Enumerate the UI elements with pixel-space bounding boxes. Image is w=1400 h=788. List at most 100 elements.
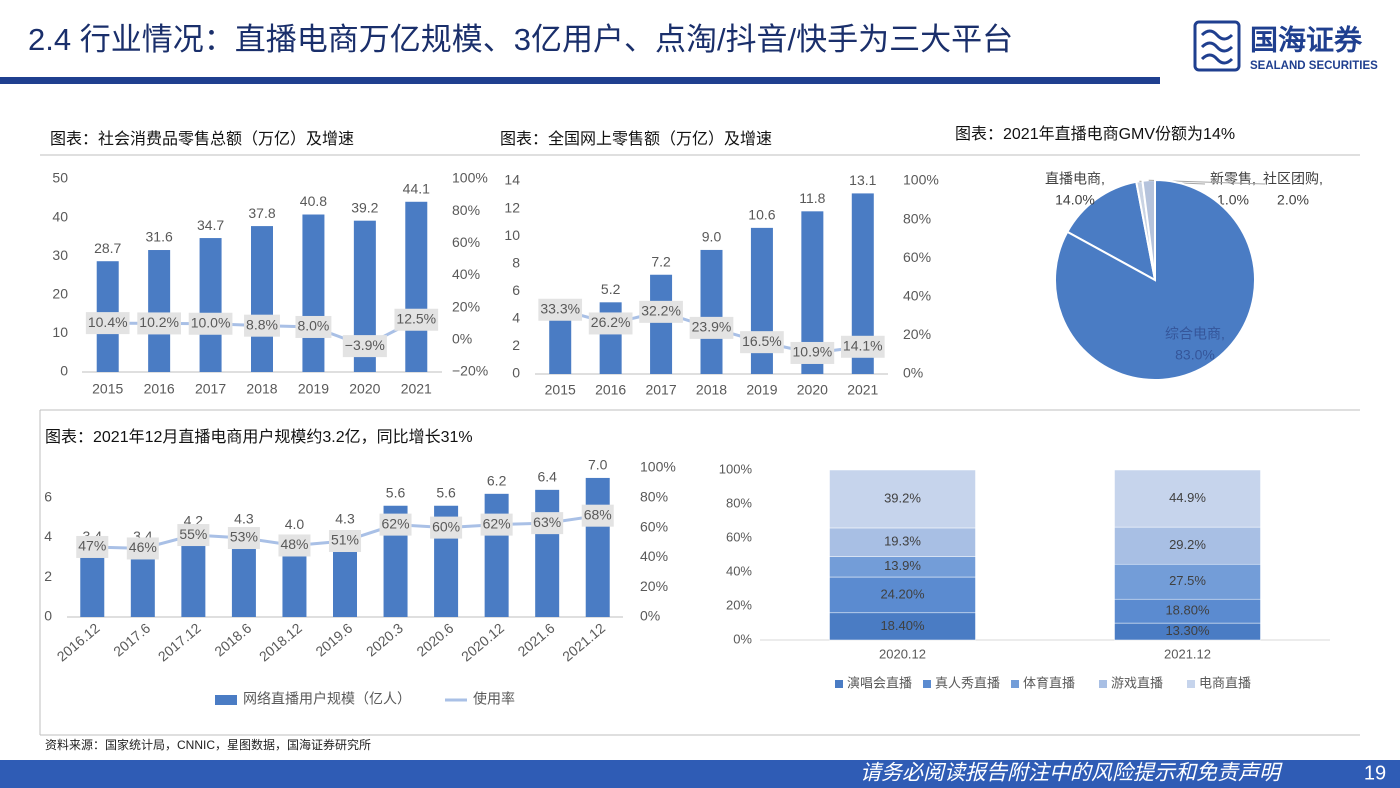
bar-value-label: 40.8 <box>300 193 327 209</box>
y-tick-label: 2 <box>44 568 52 584</box>
pie-value-label: 14.0% <box>1055 192 1095 208</box>
line-value-label: 32.2% <box>641 303 681 319</box>
slide-title: 2.4 行业情况：直播电商万亿规模、3亿用户、点淘/抖音/快手为三大平台 <box>28 22 1013 57</box>
bar <box>535 489 560 617</box>
legend-swatch <box>1011 680 1019 688</box>
x-tick-label: 2016 <box>144 381 175 397</box>
bar-segment <box>829 527 976 557</box>
x-tick-label: 2020.12 <box>879 646 926 661</box>
line-label-bg <box>126 537 159 560</box>
x-tick-label: 2021 <box>847 382 878 398</box>
y2-tick-label: 40% <box>640 548 668 564</box>
bar <box>650 274 673 374</box>
x-tick-label: 2018 <box>696 382 727 398</box>
line-label-bg <box>227 527 260 550</box>
y-tick-label: 0 <box>60 363 68 379</box>
line-label-bg <box>379 513 412 536</box>
bar-segment <box>829 469 976 529</box>
legend-swatch <box>1099 680 1107 688</box>
y2-tick-label: 0% <box>452 331 472 347</box>
line-value-label: 68% <box>584 506 612 522</box>
y2-tick-label: 0% <box>903 365 923 381</box>
y2-tick-label: 60% <box>903 249 931 265</box>
pie-slice <box>1054 178 1256 381</box>
y-tick-label: 10 <box>52 324 68 340</box>
line-label-bg <box>689 316 734 339</box>
bar-value-label: 5.6 <box>386 484 406 500</box>
line-label-bg <box>581 504 614 527</box>
legend-label: 真人秀直播 <box>935 675 1000 690</box>
bar <box>148 250 171 372</box>
y-tick-label: 8 <box>512 254 520 270</box>
line-value-label: 26.2% <box>591 314 631 330</box>
line-value-label: 33.3% <box>540 300 580 316</box>
line-value-label: 8.0% <box>297 318 329 334</box>
y2-tick-label: 20% <box>452 298 480 314</box>
bar-value-label: 31.6 <box>146 229 173 245</box>
segment-label: 19.3% <box>884 534 921 549</box>
line-value-label: 63% <box>533 514 561 530</box>
bar-segment <box>829 612 976 641</box>
bar <box>549 320 572 374</box>
chart-title: 图表：全国网上零售额（万亿）及增速 <box>500 130 772 148</box>
x-tick-label: 2020 <box>349 381 380 397</box>
line-label-bg <box>430 516 463 539</box>
x-tick-label: 2015 <box>92 381 123 397</box>
line-value-label: 51% <box>331 532 359 548</box>
bar-segment <box>1114 469 1261 528</box>
bar-value-label: 4.3 <box>234 510 254 526</box>
line-label-bg <box>177 524 210 547</box>
line-label-bg <box>840 335 885 358</box>
y2-tick-label: 60% <box>640 518 668 534</box>
y2-tick-label: 100% <box>640 459 676 475</box>
y2-tick-label: 100% <box>452 170 488 186</box>
legend-swatch <box>923 680 931 688</box>
source-note: 资料来源：国家统计局，CNNIC，星图数据，国海证券研究所 <box>45 737 371 752</box>
bar <box>181 533 206 617</box>
y2-tick-label: 100% <box>903 172 939 188</box>
chart-title: 图表：2021年直播电商GMV份额为14% <box>955 125 1235 143</box>
bar-value-label: 5.2 <box>601 281 621 297</box>
x-tick-label: 2021.12 <box>1164 646 1211 661</box>
segment-label: 27.5% <box>1169 573 1206 588</box>
line-label-bg <box>244 314 280 337</box>
pie-value-label: 1.0% <box>1217 192 1249 208</box>
x-tick-label: 2016.12 <box>54 620 103 665</box>
line-value-label: 47% <box>78 538 106 554</box>
pie-slice <box>1066 180 1157 282</box>
x-tick-label: 2021.12 <box>559 620 608 665</box>
line-label-bg <box>295 315 332 338</box>
page-number: 19 <box>1364 762 1386 784</box>
x-tick-label: 2018.12 <box>256 620 305 665</box>
logo-en: SEALAND SECURITIES <box>1250 60 1378 72</box>
y-tick-label: 4 <box>512 310 520 326</box>
x-tick-label: 2020 <box>797 382 828 398</box>
bar-value-label: 37.8 <box>248 205 275 221</box>
line-value-label: 55% <box>179 526 207 542</box>
line-label-bg <box>137 312 181 335</box>
bar-value-label: 28.7 <box>94 240 121 256</box>
line-value-label: 10.0% <box>191 314 231 330</box>
y2-tick-label: 80% <box>903 210 931 226</box>
footer-bar <box>0 760 1400 788</box>
y2-tick-label: −20% <box>452 363 488 379</box>
bar <box>302 214 325 372</box>
bar-value-label: 5.6 <box>436 484 456 500</box>
logo-waves <box>1200 29 1234 65</box>
bar-segment <box>1114 526 1261 565</box>
bar-value-label: 10.6 <box>748 207 775 223</box>
x-tick-label: 2019 <box>298 381 329 397</box>
x-tick-label: 2020.6 <box>413 620 456 660</box>
line-value-label: −3.9% <box>345 337 385 353</box>
bar-value-label: 7.0 <box>588 457 608 473</box>
bar <box>851 193 874 374</box>
pie-value-label: 83.0% <box>1175 347 1215 363</box>
x-tick-label: 2021 <box>401 381 432 397</box>
x-tick-label: 2017 <box>195 381 226 397</box>
line-label-bg <box>740 331 784 354</box>
line-label-bg <box>394 308 439 331</box>
bar-value-label: 34.7 <box>197 217 224 233</box>
bar-value-label: 9.0 <box>702 229 722 245</box>
y-tick-label: 6 <box>44 489 52 505</box>
legend-label: 电商直播 <box>1199 675 1251 690</box>
